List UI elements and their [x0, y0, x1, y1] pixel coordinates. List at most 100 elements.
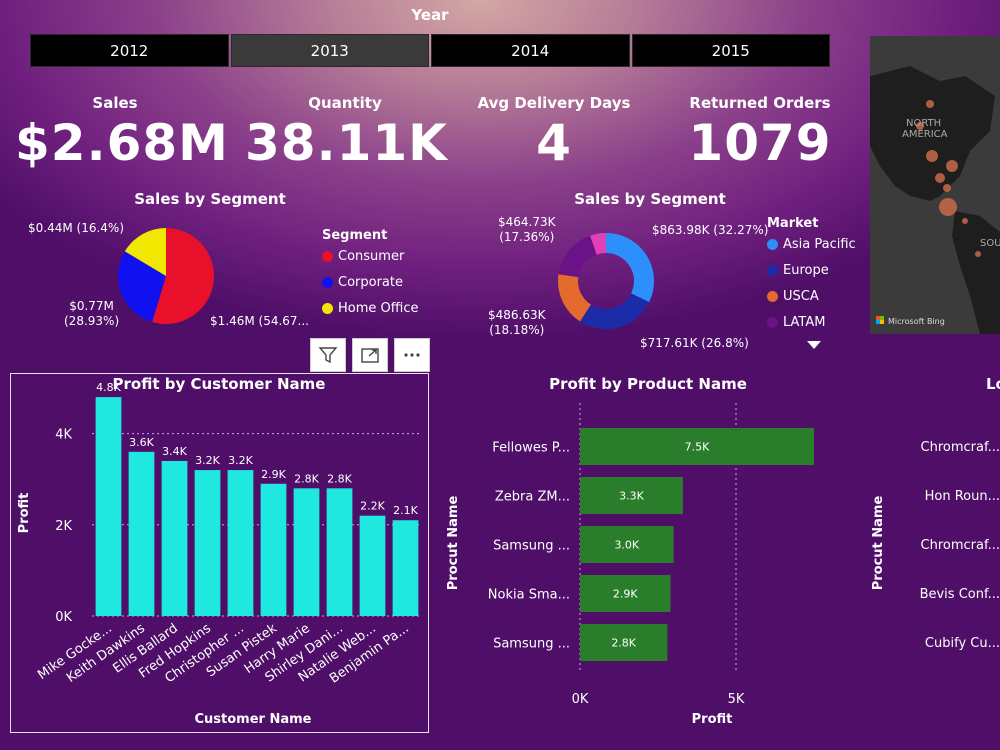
- map-bubble[interactable]: [926, 100, 934, 108]
- customer-bar[interactable]: [95, 397, 122, 616]
- map-visual[interactable]: NORTH AMERICA SOU Microsoft Bing: [870, 36, 1000, 334]
- bar-data-label: 3.2K: [195, 454, 220, 467]
- donut-slice-usca[interactable]: [558, 274, 591, 322]
- visual-header-toolbar: [310, 338, 430, 372]
- bar-data-label: 2.9K: [613, 588, 638, 601]
- map-bubble[interactable]: [975, 251, 981, 257]
- product-bar[interactable]: [580, 477, 683, 514]
- legend-item-home-office[interactable]: Home Office: [322, 295, 418, 321]
- kpi-avg-delivery: Avg Delivery Days 4: [454, 94, 654, 172]
- product-bar[interactable]: [580, 624, 668, 661]
- legend-scroll-down-icon[interactable]: [806, 340, 822, 350]
- bar-data-label: 3.3K: [619, 490, 644, 503]
- product-x-axis-title: Profit: [692, 712, 733, 727]
- product-bar[interactable]: [580, 526, 674, 563]
- y-tick-label: Chromcraf...: [921, 440, 1000, 455]
- map-bubble[interactable]: [962, 218, 968, 224]
- legend-dot-europe: [767, 264, 778, 276]
- customer-bar[interactable]: [194, 470, 221, 616]
- y-tick-label: 2K: [55, 519, 72, 534]
- y-tick-label: Hon Roun...: [925, 489, 1000, 504]
- pie-slice-corporate[interactable]: [118, 251, 166, 322]
- bar-data-label: 4.8K: [96, 381, 121, 394]
- customer-bar[interactable]: [161, 460, 188, 616]
- map-label-america: AMERICA: [902, 129, 948, 140]
- customer-bar[interactable]: [359, 515, 386, 616]
- y-tick-label: Bevis Conf...: [920, 587, 1000, 602]
- year-slicer-title: Year: [411, 6, 449, 24]
- y-tick-label: Zebra ZM...: [495, 490, 570, 505]
- donut-label-latam: $464.73K (17.36%): [498, 215, 556, 245]
- year-option-2014[interactable]: 2014: [431, 34, 630, 67]
- donut-label-usca-value: $486.63K: [488, 308, 546, 322]
- customer-bar[interactable]: [227, 470, 254, 616]
- legend-item-europe[interactable]: Europe: [767, 257, 856, 283]
- legend-label: LATAM: [783, 314, 826, 330]
- north-america-shape: [870, 66, 995, 201]
- year-option-2012[interactable]: 2012: [30, 34, 229, 67]
- legend-label: Europe: [783, 262, 829, 278]
- customer-bar[interactable]: [392, 520, 419, 616]
- legend-label: Consumer: [338, 248, 405, 264]
- customer-bar[interactable]: [128, 451, 155, 616]
- customer-bar[interactable]: [293, 488, 320, 616]
- y-tick-label: Nokia Sma...: [488, 588, 570, 603]
- filter-button[interactable]: [310, 338, 346, 372]
- product-profit-chart[interactable]: Profit by Product Name 0K 5K 7.5K Fellowes…: [440, 373, 860, 733]
- product-y-axis-title: Procut Name: [446, 496, 461, 591]
- kpi-returned-value: 1079: [688, 114, 832, 172]
- bar-data-label: 2.9K: [261, 468, 286, 481]
- donut-label-usca: $486.63K (18.18%): [488, 308, 546, 338]
- legend-dot-usca: [767, 290, 778, 302]
- bar-data-label: 2.8K: [327, 472, 352, 485]
- bing-logo-icon: [876, 316, 880, 320]
- market-donut-chart[interactable]: [550, 225, 662, 337]
- donut-slice-other[interactable]: [590, 233, 606, 255]
- product-bar[interactable]: [580, 575, 671, 612]
- donut-slice-latam[interactable]: [558, 235, 597, 278]
- map-bubble[interactable]: [916, 122, 924, 130]
- legend-item-corporate[interactable]: Corporate: [322, 269, 418, 295]
- cropped-product-chart[interactable]: Lo Procut Name Chromcraf... Hon Roun... Ch…: [860, 373, 1000, 733]
- customer-bar[interactable]: [260, 483, 287, 616]
- map-bubble[interactable]: [926, 150, 938, 162]
- donut-label-latam-pct: (17.36%): [499, 230, 555, 244]
- legend-item-consumer[interactable]: Consumer: [322, 243, 418, 269]
- pie-slice-consumer[interactable]: [152, 228, 214, 324]
- pie-label-corporate-pct: (28.93%): [64, 314, 120, 328]
- x-tick-label: 0K: [572, 692, 589, 707]
- map-bubble[interactable]: [939, 198, 957, 216]
- map-canvas[interactable]: NORTH AMERICA SOU Microsoft Bing: [870, 36, 1000, 334]
- year-option-2013[interactable]: 2013: [230, 34, 429, 67]
- donut-label-usca-pct: (18.18%): [489, 323, 545, 337]
- legend-label: USCA: [783, 288, 819, 304]
- y-tick-label: 0K: [55, 610, 72, 625]
- bing-logo-icon: [876, 320, 880, 324]
- donut-slice-asia-pacific[interactable]: [606, 233, 654, 303]
- cropped-y-axis-title: Procut Name: [871, 496, 886, 591]
- segment-legend-title: Segment: [322, 228, 388, 243]
- customer-bar[interactable]: [326, 488, 353, 616]
- y-tick-label: Samsung ...: [493, 539, 570, 554]
- customer-profit-visual[interactable]: [10, 373, 429, 733]
- pie-slice-home-office[interactable]: [124, 228, 166, 276]
- more-options-button[interactable]: [394, 338, 430, 372]
- legend-item-usca[interactable]: USCA: [767, 283, 856, 309]
- customer-chart-title: Profit by Customer Name: [113, 375, 326, 393]
- customer-x-axis-title: Customer Name: [195, 712, 312, 727]
- map-bubble[interactable]: [946, 160, 958, 172]
- map-bubble[interactable]: [935, 173, 945, 183]
- legend-item-asia-pacific[interactable]: Asia Pacific: [767, 231, 856, 257]
- year-option-2015[interactable]: 2015: [631, 34, 830, 67]
- map-bubble[interactable]: [943, 184, 951, 192]
- focus-mode-button[interactable]: [352, 338, 388, 372]
- product-bar[interactable]: [580, 428, 814, 465]
- x-tick-label: 5K: [728, 692, 745, 707]
- donut-label-asia-pacific: $863.98K (32.27%): [652, 223, 769, 237]
- segment-pie-chart[interactable]: [110, 220, 222, 332]
- donut-slice-europe[interactable]: [580, 293, 650, 329]
- y-tick-label: Fellowes P...: [492, 441, 570, 456]
- legend-item-latam[interactable]: LATAM: [767, 309, 856, 335]
- year-slicer: 2012 2013 2014 2015: [30, 34, 830, 67]
